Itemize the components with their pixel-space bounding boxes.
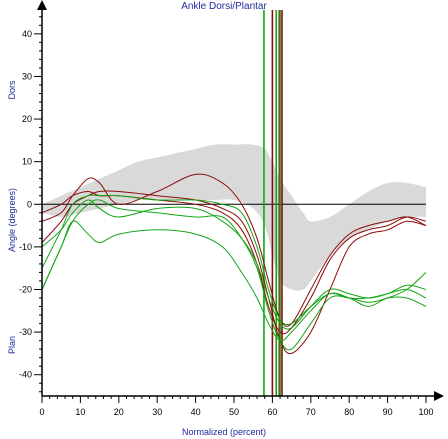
axes-layer: -40 -30 -20 -10 0 10 20 30 40 0 10 20 30 40 50 60 70 80 90… (19, 0, 444, 417)
x-axis-arrow (434, 391, 444, 401)
y-tick-label--30: -30 (19, 327, 32, 337)
x-tick-label-60: 60 (267, 407, 277, 417)
y-tick-label-40: 40 (22, 29, 32, 39)
x-tick-label-50: 50 (229, 407, 239, 417)
series-line-3 (41, 190, 427, 355)
y-axis-title-plan: Plan (7, 336, 17, 354)
x-axis-title: Normalized (percent) (182, 427, 266, 437)
y-tick-label-0: 0 (27, 199, 32, 209)
series-layer (41, 173, 427, 355)
y-tick-label--40: -40 (19, 370, 32, 380)
y-tick-label--10: -10 (19, 242, 32, 252)
normal-range-band (42, 144, 426, 291)
y-axis-title-dors: Dors (7, 80, 17, 100)
series-line-7 (41, 194, 427, 326)
x-tick-label-80: 80 (344, 407, 354, 417)
y-tick-label--20: -20 (19, 284, 32, 294)
y-axis-title: Angle (degrees) (7, 188, 17, 252)
series-line-6 (41, 199, 427, 330)
normal-range-band-layer (42, 144, 426, 291)
y-tick-label-10: 10 (22, 157, 32, 167)
y-tick-label-20: 20 (22, 114, 32, 124)
y-axis-arrow (37, 0, 47, 10)
chart-title: Ankle Dorsi/Plantar (181, 1, 267, 12)
x-tick-label-20: 20 (114, 407, 124, 417)
event-lines-layer (263, 10, 283, 396)
x-tick-label-70: 70 (306, 407, 316, 417)
y-tick-label-30: 30 (22, 71, 32, 81)
x-tick-label-30: 30 (152, 407, 162, 417)
x-tick-label-10: 10 (75, 407, 85, 417)
x-tick-label-0: 0 (39, 407, 44, 417)
series-line-5 (41, 220, 427, 342)
x-tick-label-100: 100 (418, 407, 433, 417)
series-line-1 (41, 173, 427, 327)
series-line-4 (41, 199, 427, 351)
x-tick-label-40: 40 (191, 407, 201, 417)
x-tick-label-90: 90 (383, 407, 393, 417)
